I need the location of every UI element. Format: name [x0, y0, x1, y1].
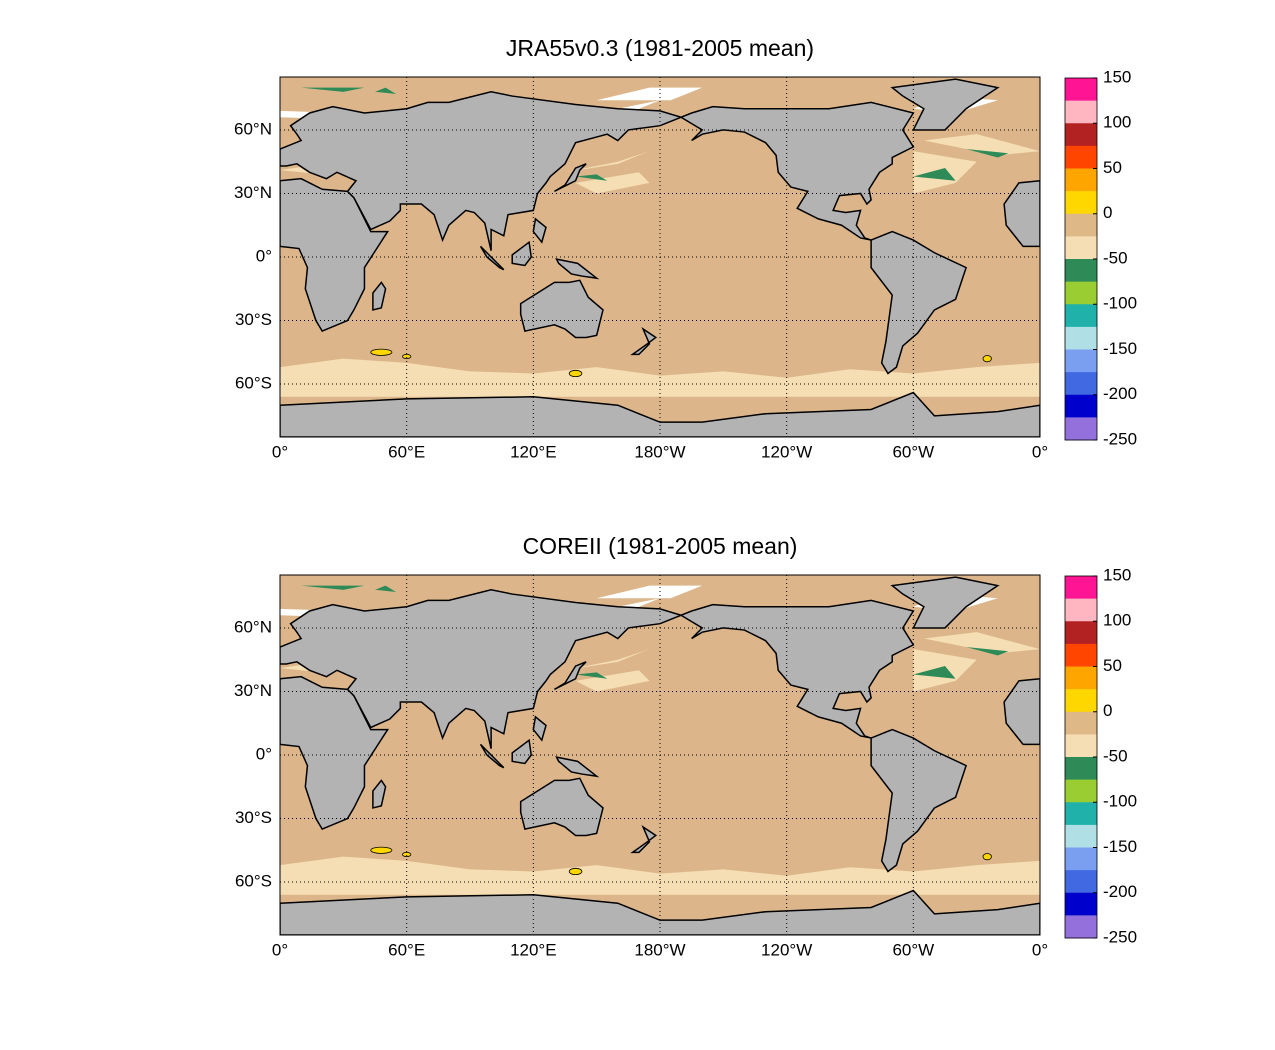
colorbar-label: 50 — [1103, 656, 1122, 675]
colorbar-label: -150 — [1103, 837, 1137, 856]
colorbar-label: -200 — [1103, 882, 1137, 901]
colorbar-label: -50 — [1103, 746, 1128, 765]
colorbar-label: -200 — [1103, 384, 1137, 403]
map-panel: COREII (1981-2005 mean) 0° 60°E 120°E 180°W 1… — [234, 533, 1137, 959]
colorbar-box — [1065, 779, 1097, 803]
colorbar-label: -50 — [1103, 248, 1128, 267]
colorbar-box — [1065, 213, 1097, 237]
colorbar-box — [1065, 304, 1097, 328]
y-tick-label: 30°N — [234, 183, 272, 202]
map-panel: JRA55v0.3 (1981-2005 mean) 0° 60°E 120°E 180… — [234, 35, 1137, 461]
colorbar-box — [1065, 802, 1097, 826]
colorbar-box — [1065, 621, 1097, 645]
chart-title: COREII (1981-2005 mean) — [523, 533, 798, 559]
chart-title: JRA55v0.3 (1981-2005 mean) — [506, 35, 814, 61]
x-tick-label: 120°W — [761, 940, 812, 959]
colorbar-label: 0 — [1103, 203, 1112, 222]
x-tick-label: 60°W — [892, 940, 934, 959]
x-tick-label: 0° — [1032, 442, 1048, 461]
colorbar-box — [1065, 847, 1097, 871]
colorbar-label: 100 — [1103, 611, 1131, 630]
y-tick-label: 0° — [256, 246, 272, 265]
y-tick-label: 30°S — [235, 310, 272, 329]
colorbar-box — [1065, 576, 1097, 600]
x-tick-label: 60°E — [388, 442, 425, 461]
colorbar-box — [1065, 824, 1097, 848]
colorbar-label: 150 — [1103, 565, 1131, 584]
colorbar-label: 50 — [1103, 158, 1122, 177]
colorbar-box — [1065, 123, 1097, 147]
colorbar-box — [1065, 168, 1097, 192]
colorbar-box — [1065, 100, 1097, 124]
x-tick-label: 120°E — [510, 940, 557, 959]
x-tick-label: 180°W — [634, 940, 685, 959]
x-tick-label: 180°W — [634, 442, 685, 461]
colorbar-box — [1065, 78, 1097, 102]
colorbar-box — [1065, 394, 1097, 418]
x-tick-label: 120°W — [761, 442, 812, 461]
colorbar-box — [1065, 689, 1097, 713]
y-tick-label: 30°S — [235, 808, 272, 827]
colorbar-box — [1065, 734, 1097, 758]
colorbar-box — [1065, 870, 1097, 894]
colorbar-box — [1065, 417, 1097, 441]
colorbar-box — [1065, 372, 1097, 396]
colorbar-box — [1065, 643, 1097, 667]
colorbar-box — [1065, 326, 1097, 350]
colorbar-box — [1065, 666, 1097, 690]
colorbar-box — [1065, 915, 1097, 939]
y-tick-label: 60°N — [234, 119, 272, 138]
colorbar-label: -100 — [1103, 792, 1137, 811]
colorbar-box — [1065, 711, 1097, 735]
colorbar-label: -150 — [1103, 339, 1137, 358]
colorbar-box — [1065, 281, 1097, 305]
x-tick-label: 60°E — [388, 940, 425, 959]
colorbar-box — [1065, 259, 1097, 283]
colorbar-box — [1065, 191, 1097, 215]
y-tick-label: 60°S — [235, 872, 272, 891]
x-tick-label: 0° — [272, 940, 288, 959]
x-tick-label: 0° — [272, 442, 288, 461]
colorbar-box — [1065, 145, 1097, 169]
colorbar-label: 150 — [1103, 67, 1131, 86]
map-frame — [279, 574, 1041, 936]
y-tick-label: 0° — [256, 744, 272, 763]
colorbar-label: -100 — [1103, 294, 1137, 313]
colorbar-label: -250 — [1103, 927, 1137, 946]
colorbar-box — [1065, 349, 1097, 373]
colorbar-box — [1065, 892, 1097, 916]
colorbar-label: 0 — [1103, 701, 1112, 720]
colorbar-box — [1065, 236, 1097, 260]
map-frame — [279, 76, 1041, 438]
x-tick-label: 120°E — [510, 442, 557, 461]
x-tick-label: 0° — [1032, 940, 1048, 959]
y-tick-label: 30°N — [234, 681, 272, 700]
colorbar-label: -250 — [1103, 429, 1137, 448]
colorbar-box — [1065, 598, 1097, 622]
colorbar-label: 100 — [1103, 113, 1131, 132]
x-tick-label: 60°W — [892, 442, 934, 461]
y-tick-label: 60°N — [234, 617, 272, 636]
colorbar-box — [1065, 757, 1097, 781]
y-tick-label: 60°S — [235, 374, 272, 393]
